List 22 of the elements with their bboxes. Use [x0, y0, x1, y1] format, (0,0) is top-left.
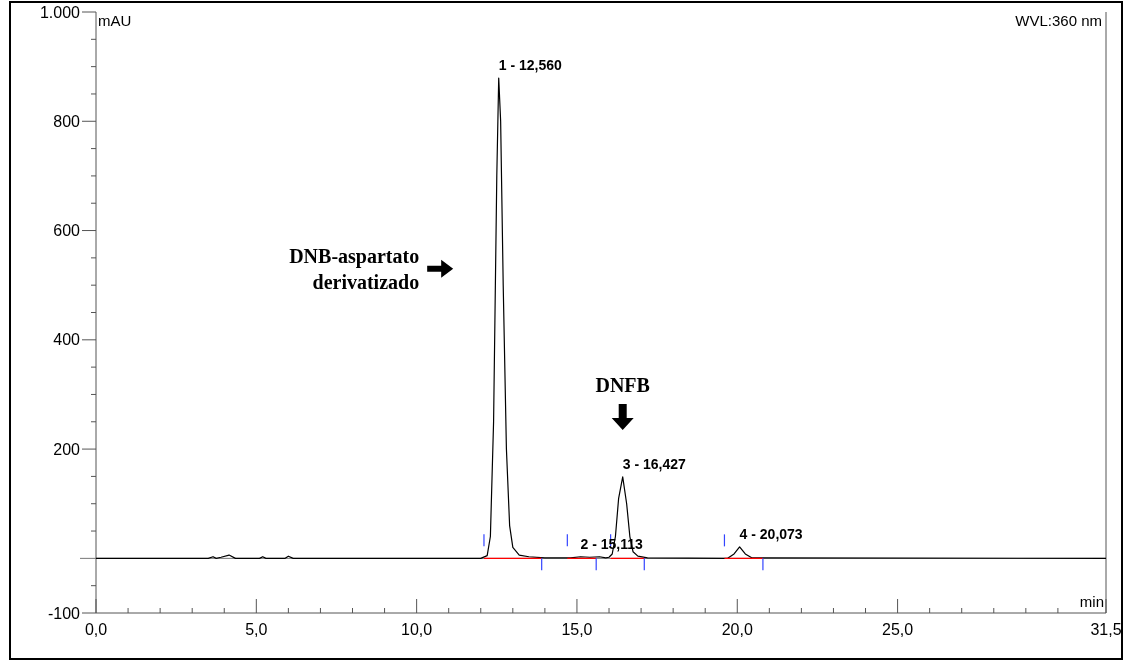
x-axis-title: min [1079, 593, 1104, 610]
y-tick-label: 800 [53, 112, 81, 130]
annotation: 3 - 16,427 [622, 455, 686, 472]
y-tick-label: 600 [53, 222, 81, 240]
annotation: 1 - 12,560 [498, 57, 562, 74]
y-tick-label: 400 [53, 331, 81, 349]
y-axis-title: mAU [98, 12, 132, 29]
x-tick-label: 10,0 [401, 621, 433, 638]
x-tick-label: 0,0 [84, 621, 108, 638]
x-tick-label: 15,0 [561, 621, 593, 638]
line-series [95, 77, 1107, 559]
annotation: DNFB [595, 373, 650, 396]
y-tick-label: -100 [47, 604, 81, 622]
y-tick-label: 200 [53, 440, 81, 458]
x-tick-label: 25,0 [882, 621, 914, 638]
x-tick-label: 5,0 [245, 621, 268, 638]
annotation: WVL:360 nm [1015, 12, 1102, 29]
x-tick-label: 31,5 [1090, 621, 1122, 638]
x-tick-label: 20,0 [721, 621, 753, 638]
y-tick-label: 1.000 [39, 3, 81, 21]
annotation: DNB-aspartato derivatizado [289, 244, 420, 293]
annotation: 4 - 20,073 [739, 525, 803, 542]
